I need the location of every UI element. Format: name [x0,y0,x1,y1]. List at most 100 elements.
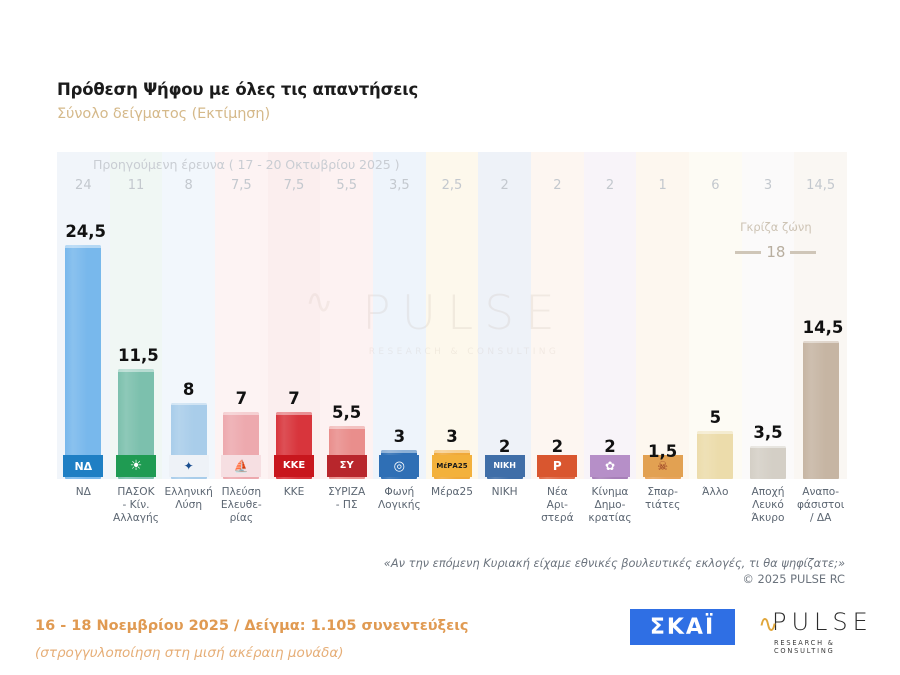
previous-survey-value: 3,5 [388,178,410,193]
pulse-logo-subtext: RESEARCH & CONSULTING [774,639,835,655]
bar-column[interactable]: ⛵ 7 [221,389,262,479]
x-axis-label: Μέρα25 [430,486,474,498]
bar-column[interactable]: 3,5 [750,423,786,479]
bar-value-label: 5,5 [332,403,362,423]
bar[interactable] [697,431,734,479]
syriza-logo: ΣΥ [326,455,367,477]
bar-value-label: 14,5 [802,317,844,337]
bar-column[interactable]: 5 [697,408,734,479]
bar[interactable] [65,245,102,479]
x-axis-label: ΣΥΡΙΖΑ - ΠΣ [328,486,366,511]
previous-survey-value: 2 [500,178,509,193]
bar-column[interactable]: ΣΥ 5,5 [326,403,367,479]
bar-value-label: 1,5 [648,441,678,461]
x-axis-label: ΝΔ [75,486,91,498]
previous-survey-value: 2 [605,178,615,193]
bar-column[interactable]: ☀ 11,5 [116,346,159,479]
bar-value-label: 24,5 [65,222,107,242]
bar-column[interactable]: ✿ 2 [590,437,630,479]
survey-question: «Αν την επόμενη Κυριακή είχαμε εθνικές β… [383,556,845,570]
column-background [741,152,795,479]
column-background [689,152,742,479]
page-title: Πρόθεση Ψήφου με όλες τις απαντήσεις [57,80,419,99]
x-axis-label: ΚΚΕ [283,486,305,498]
chart-plot-area: ∿ PULSE RESEARCH & CONSULTING Προηγούμεν… [57,152,847,479]
grey-zone-label: Γκρίζα ζώνη [740,220,812,234]
column-background [320,152,373,479]
bar[interactable] [750,445,786,479]
bar-column[interactable]: ◎ 3 [379,427,420,479]
previous-survey-value: 2,5 [441,178,463,193]
kke-logo: ΚΚΕ [274,455,314,477]
dash-right-icon [790,250,817,254]
x-axis-label: Σπαρ-τιάτες [645,486,681,511]
x-axis-label: Κίνημα Δημο-κρατίας [588,486,632,524]
bar-column[interactable]: ✦ 8 [168,380,209,479]
elliniki-lysi-logo: ✦ [168,455,209,477]
previous-survey-value: 8 [184,178,193,193]
column-background [636,152,689,479]
bar[interactable] [802,340,839,479]
nd-logo: ΝΔ [63,455,104,477]
x-axis-label: ΠΑΣΟΚ - Κίν. Αλλαγής [112,486,159,524]
x-axis-label: Πλεύση Ελευθε-ρίας [220,486,262,524]
bar-column[interactable]: ΝΙΚΗ 2 [484,437,525,479]
bar-value-label: 7 [235,389,248,409]
column-background [425,152,479,479]
plefsi-eleftherias-logo: ⛵ [221,455,262,477]
bar-value-label: 3 [393,427,406,447]
nea-aristera-logo: Ρ [537,455,578,477]
bar-value-label: 11,5 [118,346,159,366]
grey-zone-annotation: Γκρίζα ζώνη 18 [718,220,834,261]
niki-logo: ΝΙΚΗ [484,455,525,477]
x-axis-label: Άλλο [702,486,729,498]
column-background [478,152,531,479]
mera25-logo: ΜέΡΑ25 [432,455,472,477]
previous-survey-value: 2 [553,178,562,193]
bar-value-label: 3,5 [753,422,783,442]
bar-value-label: 7 [288,389,300,409]
previous-survey-value: 5,5 [336,178,357,193]
previous-survey-value: 14,5 [806,178,836,193]
bar-column[interactable]: ΜέΡΑ25 3 [432,427,472,479]
pulse-logo: ∿ PULSE RESEARCH & CONSULTING [758,608,884,655]
kinima-dimokratias-logo: ✿ [590,455,630,477]
bar-value-label: 2 [604,436,616,456]
bar-column[interactable]: 14,5 [802,318,843,479]
previous-survey-value: 7,5 [283,178,305,193]
previous-survey-label: Προηγούμενη έρευνα ( 17 - 20 Οκτωβρίου 2… [93,157,400,172]
pulse-wave-icon: ∿ [758,610,779,638]
page-subtitle: Σύνολο δείγματος (Εκτίμηση) [57,106,271,122]
x-axis-label: Αναπο-φάσιστοι / ΔΑ [796,486,845,524]
bar-column[interactable]: ☠ 1,5 [642,442,683,479]
bar-column[interactable]: ΚΚΕ 7 [274,389,314,479]
skai-logo: ΣΚΑΪ [630,609,735,645]
previous-survey-value: 1 [658,178,667,193]
x-axis-label: Ελληνική Λύση [164,486,213,511]
copyright-notice: © 2025 PULSE RC [742,572,845,586]
previous-survey-value: 6 [711,178,720,193]
bar-value-label: 5 [709,408,722,428]
bar-value-label: 8 [182,379,195,399]
column-background [373,152,426,479]
grey-zone-value-row: 18 [718,243,834,261]
previous-survey-value: 7,5 [230,178,252,193]
column-background [531,152,584,479]
column-background [583,152,637,479]
previous-survey-value: 24 [75,178,92,193]
foni-logikis-logo: ◎ [379,455,420,477]
x-axis-label: Φωνή Λογικής [377,486,421,511]
bar-value-label: 3 [446,427,458,447]
bar-column[interactable]: ΝΔ 24,5 [63,222,106,479]
bar-value-label: 2 [498,436,511,456]
rounding-note: (στρογγυλοποίηση στη μισή ακέραιη μονάδα… [35,645,344,661]
x-axis-label: Νέα Αρι-στερά [541,486,574,524]
previous-survey-value: 3 [763,178,773,193]
previous-survey-value: 11 [127,178,145,193]
dash-left-icon [735,250,762,254]
fieldwork-date-sample: 16 - 18 Νοεμβρίου 2025 / Δείγμα: 1.105 σ… [35,618,469,634]
pasok-logo: ☀ [116,455,156,477]
spartiates-logo: ☠ [642,455,683,477]
